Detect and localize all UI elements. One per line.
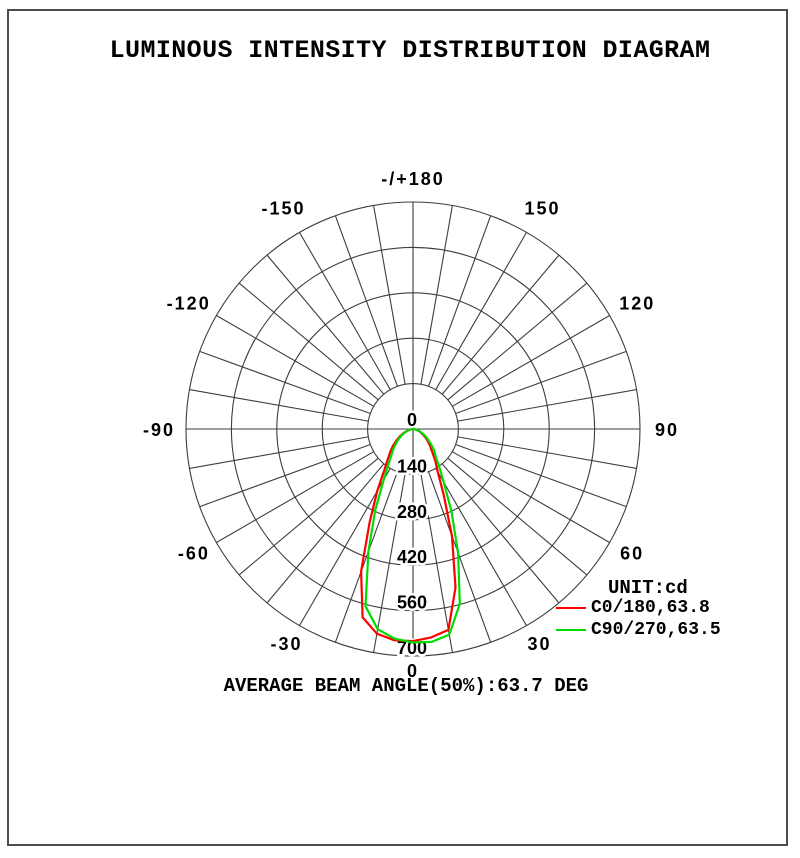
spoke-line [441, 254, 560, 395]
spoke-line [216, 315, 374, 407]
spoke-line [334, 471, 398, 643]
spoke-line [452, 315, 610, 407]
spoke-line [447, 457, 588, 576]
angle-label: -120 [167, 294, 211, 314]
spoke-line [373, 473, 406, 653]
spoke-line [435, 232, 527, 390]
page-title: LUMINOUS INTENSITY DISTRIBUTION DIAGRAM [109, 36, 711, 65]
spoke-line [199, 444, 371, 508]
legend-swatch-c0-180 [556, 607, 586, 609]
angle-label: 30 [527, 634, 551, 654]
spoke-line [457, 389, 637, 422]
spoke-line [420, 473, 453, 653]
spoke-line [334, 215, 398, 387]
angle-label: 120 [619, 294, 655, 314]
spoke-line [238, 282, 379, 401]
legend-entry-label: C0/180,63.8 [591, 598, 710, 618]
border-frame [7, 9, 788, 846]
spoke-line [457, 436, 637, 469]
angle-label: 150 [524, 199, 560, 219]
spoke-line [189, 436, 369, 469]
angle-label: -90 [143, 420, 175, 440]
angle-label: 0 [407, 661, 419, 681]
unit-label: UNIT:cd [608, 577, 688, 599]
angle-label: -60 [178, 544, 210, 564]
series-curve-c90-270 [364, 427, 461, 644]
spoke-line [216, 451, 374, 543]
angle-label: 60 [620, 544, 644, 564]
legend-entry-label: C90/270,63.5 [591, 620, 721, 640]
spoke-line [373, 205, 406, 385]
angle-label: -150 [261, 199, 305, 219]
legend: UNIT:cd C0/180,63.8 C90/270,63.5 [556, 577, 786, 641]
radial-tick-label: 560 [397, 593, 427, 613]
spoke-line [455, 350, 627, 414]
radial-tick-label: 420 [397, 547, 427, 567]
average-beam-angle-text: AVERAGE BEAM ANGLE(50%):63.7 DEG [223, 675, 589, 697]
legend-swatch-c90-270 [556, 629, 586, 631]
spoke-line [238, 457, 379, 576]
spoke-line [189, 389, 369, 422]
spoke-line [299, 468, 391, 626]
spoke-line [266, 463, 385, 604]
legend-entry: C90/270,63.5 [556, 619, 786, 641]
spoke-line [420, 205, 453, 385]
spoke-line [452, 451, 610, 543]
spoke-line [455, 444, 627, 508]
spoke-line [428, 215, 492, 387]
angle-label: -30 [270, 634, 302, 654]
spoke-line [266, 254, 385, 395]
angle-label: 90 [655, 420, 679, 440]
radial-tick-label: 280 [397, 502, 427, 522]
spoke-line [435, 468, 527, 626]
spoke-line [299, 232, 391, 390]
spoke-line [199, 350, 371, 414]
spoke-line [447, 282, 588, 401]
radial-tick-label: 140 [397, 456, 427, 476]
spoke-line [441, 463, 560, 604]
radial-tick-label: 0 [407, 410, 417, 430]
spoke-line [428, 471, 492, 643]
legend-entry: C0/180,63.8 [556, 597, 786, 619]
angle-label: -/+180 [381, 169, 445, 189]
